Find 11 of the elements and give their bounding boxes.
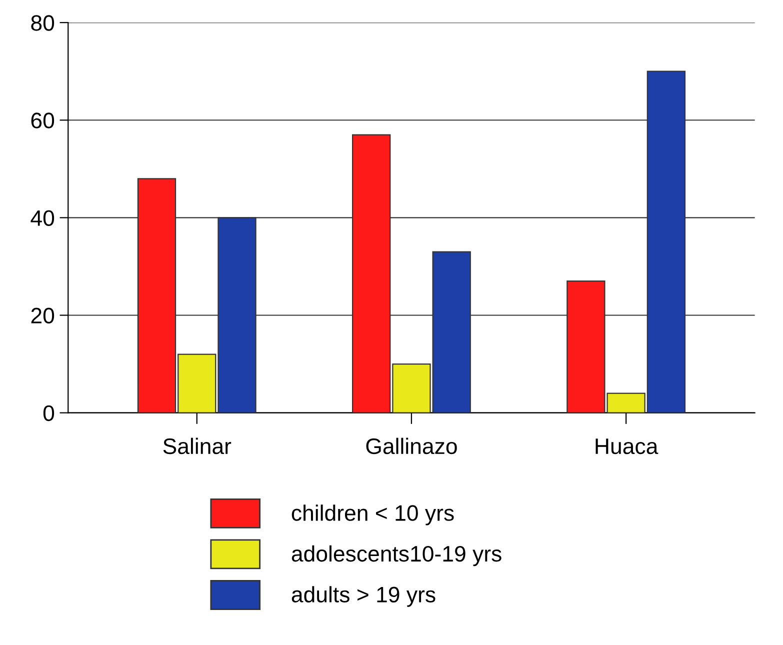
x-tick-label: Salinar [163, 438, 232, 454]
legend-label: adults > 19 yrs [292, 586, 436, 607]
y-tick-label: 80 [31, 15, 54, 31]
y-tick-label: 60 [31, 112, 54, 128]
x-tick-label: Huaca [596, 438, 658, 454]
legend-label: adolescents10-19 yrs [292, 545, 502, 566]
y-tick-label: 0 [43, 405, 54, 422]
legend-label: children < 10 yrs [292, 504, 454, 526]
y-tick-label: 40 [30, 210, 54, 226]
y-tick-label: 20 [31, 308, 54, 324]
x-tick-label: Gallinazo [366, 438, 457, 454]
